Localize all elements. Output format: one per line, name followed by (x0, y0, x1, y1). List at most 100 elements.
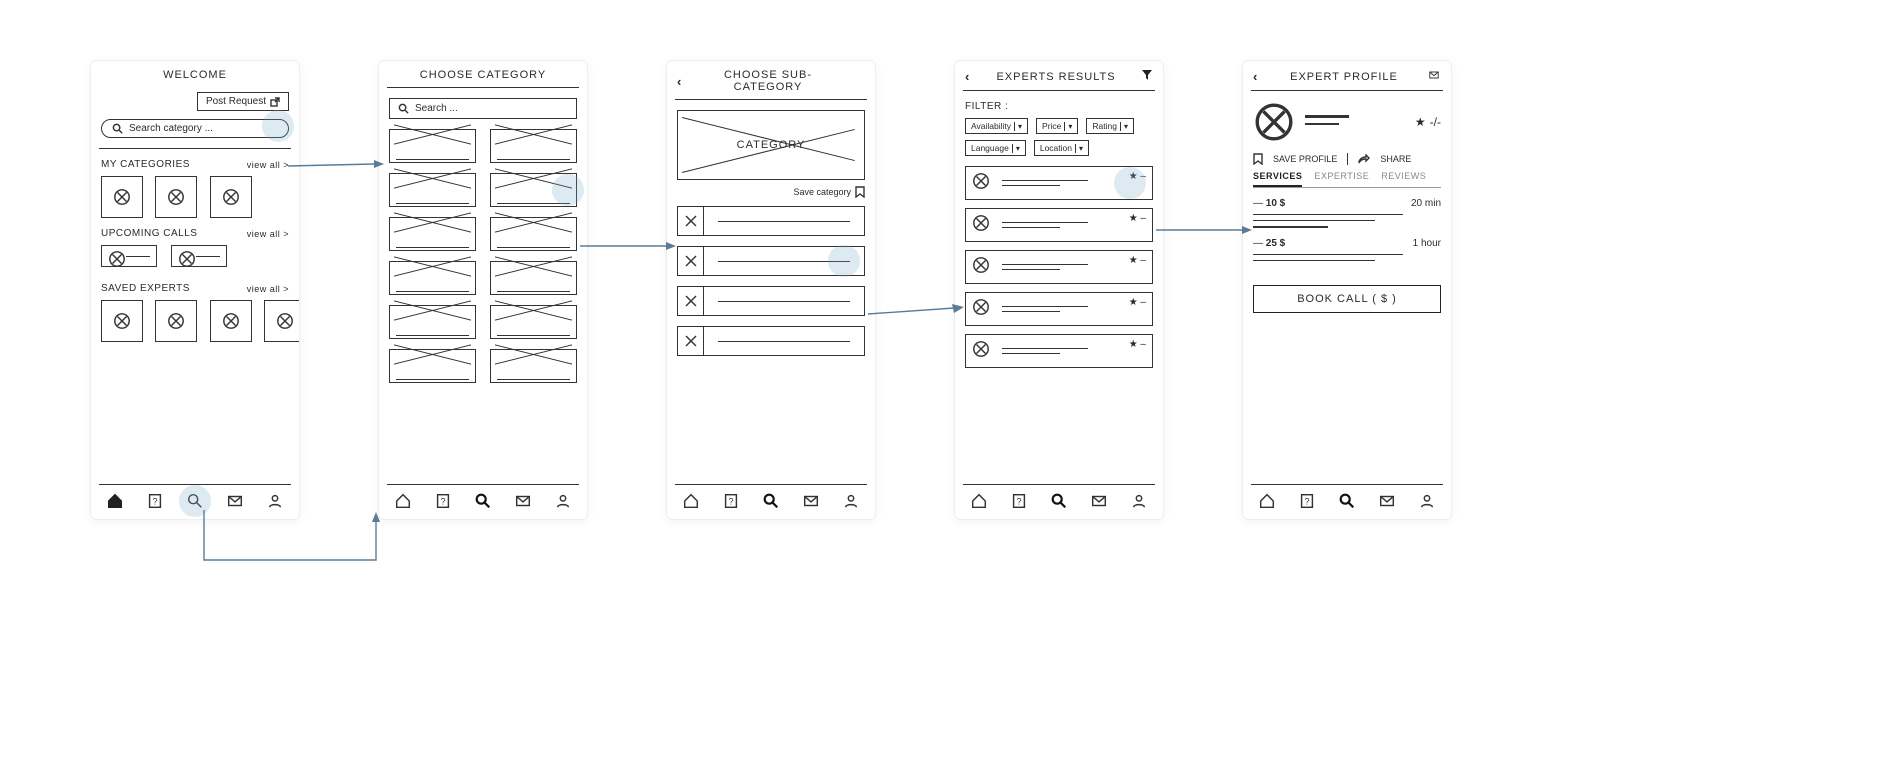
nav-home-icon[interactable] (393, 491, 413, 511)
view-all-link[interactable]: view all > (247, 284, 289, 294)
share-button[interactable]: SHARE (1380, 154, 1411, 164)
call-card[interactable] (101, 245, 157, 267)
nav-help-icon[interactable]: ? (433, 491, 453, 511)
filter-heading: FILTER : (965, 101, 1153, 112)
nav-mail-icon[interactable] (513, 491, 533, 511)
nav-profile-icon[interactable] (553, 491, 573, 511)
nav-profile-icon[interactable] (1417, 491, 1437, 511)
upcoming-calls-row (101, 239, 289, 273)
tab-expertise[interactable]: EXPERTISE (1314, 171, 1369, 187)
category-tile[interactable] (389, 305, 476, 339)
expert-thumb[interactable] (101, 300, 143, 342)
book-call-button[interactable]: BOOK CALL ( $ ) (1253, 285, 1441, 313)
view-all-link[interactable]: view all > (247, 229, 289, 239)
nav-home-icon[interactable] (681, 491, 701, 511)
nav-profile-icon[interactable] (265, 491, 285, 511)
expert-result[interactable]: ★ – (965, 250, 1153, 284)
nav-mail-icon[interactable] (1377, 491, 1397, 511)
category-tile[interactable] (389, 173, 476, 207)
nav-mail-icon[interactable] (1089, 491, 1109, 511)
filter-icon[interactable] (1137, 69, 1153, 84)
category-tile[interactable] (490, 261, 577, 295)
expert-thumb[interactable] (155, 300, 197, 342)
back-icon[interactable]: ‹ (1253, 69, 1263, 84)
category-tile[interactable] (490, 173, 577, 207)
mail-icon[interactable] (1425, 69, 1441, 84)
expert-result[interactable]: ★ – (965, 166, 1153, 200)
bottom-nav: ? (1251, 484, 1443, 519)
category-thumb[interactable] (155, 176, 197, 218)
nav-search-icon[interactable] (1049, 491, 1069, 511)
category-tile[interactable] (490, 349, 577, 383)
category-tile[interactable] (389, 349, 476, 383)
bookmark-icon[interactable] (1253, 153, 1263, 165)
nav-help-icon[interactable]: ? (721, 491, 741, 511)
nav-profile-icon[interactable] (1129, 491, 1149, 511)
expert-result[interactable]: ★ – (965, 208, 1153, 242)
category-tile[interactable] (389, 217, 476, 251)
category-tile[interactable] (389, 129, 476, 163)
service-item[interactable]: — 10 $ 20 min (1253, 198, 1441, 228)
subcategory-item[interactable] (677, 206, 865, 236)
search-icon (112, 123, 123, 134)
expert-thumb[interactable] (264, 300, 299, 342)
nav-help-icon[interactable]: ? (1297, 491, 1317, 511)
search-input[interactable]: Search category ... (101, 119, 289, 138)
back-icon[interactable]: ‹ (677, 74, 687, 89)
subcategory-item[interactable] (677, 326, 865, 356)
nav-help-icon[interactable]: ? (145, 491, 165, 511)
filter-chip[interactable]: Price▾ (1036, 118, 1078, 134)
search-icon (398, 103, 409, 114)
save-profile-button[interactable]: SAVE PROFILE (1273, 154, 1337, 164)
share-icon[interactable] (1358, 154, 1370, 164)
back-icon[interactable]: ‹ (965, 69, 975, 84)
service-item[interactable]: — 25 $ 1 hour (1253, 238, 1441, 261)
expert-result[interactable]: ★ – (965, 292, 1153, 326)
save-category-label[interactable]: Save category (793, 187, 851, 197)
search-input[interactable]: Search ... (389, 98, 577, 119)
screen-results: ‹ EXPERTS RESULTS FILTER : Availability▾… (954, 60, 1164, 520)
expert-thumb[interactable] (210, 300, 252, 342)
category-thumb[interactable] (210, 176, 252, 218)
category-hero: CATEGORY (677, 110, 865, 180)
nav-search-icon[interactable] (761, 491, 781, 511)
bookmark-icon[interactable] (855, 186, 865, 198)
star-icon: ★ – (1129, 213, 1146, 224)
category-tile[interactable] (389, 261, 476, 295)
filter-chip[interactable]: Location▾ (1034, 140, 1089, 156)
svg-text:?: ? (152, 497, 157, 507)
svg-text:?: ? (1304, 497, 1309, 507)
post-request-button[interactable]: Post Request (197, 92, 289, 111)
call-card[interactable] (171, 245, 227, 267)
nav-mail-icon[interactable] (801, 491, 821, 511)
nav-search-icon[interactable] (473, 491, 493, 511)
filter-chip[interactable]: Availability▾ (965, 118, 1028, 134)
view-all-link[interactable]: view all > (247, 160, 289, 170)
subcategory-item[interactable] (677, 246, 865, 276)
nav-help-icon[interactable]: ? (1009, 491, 1029, 511)
filter-chip[interactable]: Language▾ (965, 140, 1026, 156)
page-title: EXPERTS RESULTS (981, 71, 1131, 83)
tab-reviews[interactable]: REVIEWS (1381, 171, 1426, 187)
screen-category: CHOOSE CATEGORY Search ... (378, 60, 588, 520)
bottom-nav: ? (675, 484, 867, 519)
nav-mail-icon[interactable] (225, 491, 245, 511)
nav-profile-icon[interactable] (841, 491, 861, 511)
category-tile[interactable] (490, 129, 577, 163)
category-thumb[interactable] (101, 176, 143, 218)
section-heading: SAVED EXPERTS (101, 283, 190, 294)
filter-chip[interactable]: Rating▾ (1086, 118, 1134, 134)
screen-welcome: WELCOME Post Request Search category ...… (90, 60, 300, 520)
nav-search-icon[interactable] (1337, 491, 1357, 511)
nav-home-icon[interactable] (105, 491, 125, 511)
search-placeholder: Search ... (415, 103, 458, 114)
nav-home-icon[interactable] (969, 491, 989, 511)
nav-search-icon[interactable] (185, 491, 205, 511)
nav-home-icon[interactable] (1257, 491, 1277, 511)
subcategory-item[interactable] (677, 286, 865, 316)
tab-services[interactable]: SERVICES (1253, 171, 1302, 187)
category-tile[interactable] (490, 305, 577, 339)
category-tile[interactable] (490, 217, 577, 251)
placeholder-x-icon (684, 334, 698, 348)
expert-result[interactable]: ★ – (965, 334, 1153, 368)
